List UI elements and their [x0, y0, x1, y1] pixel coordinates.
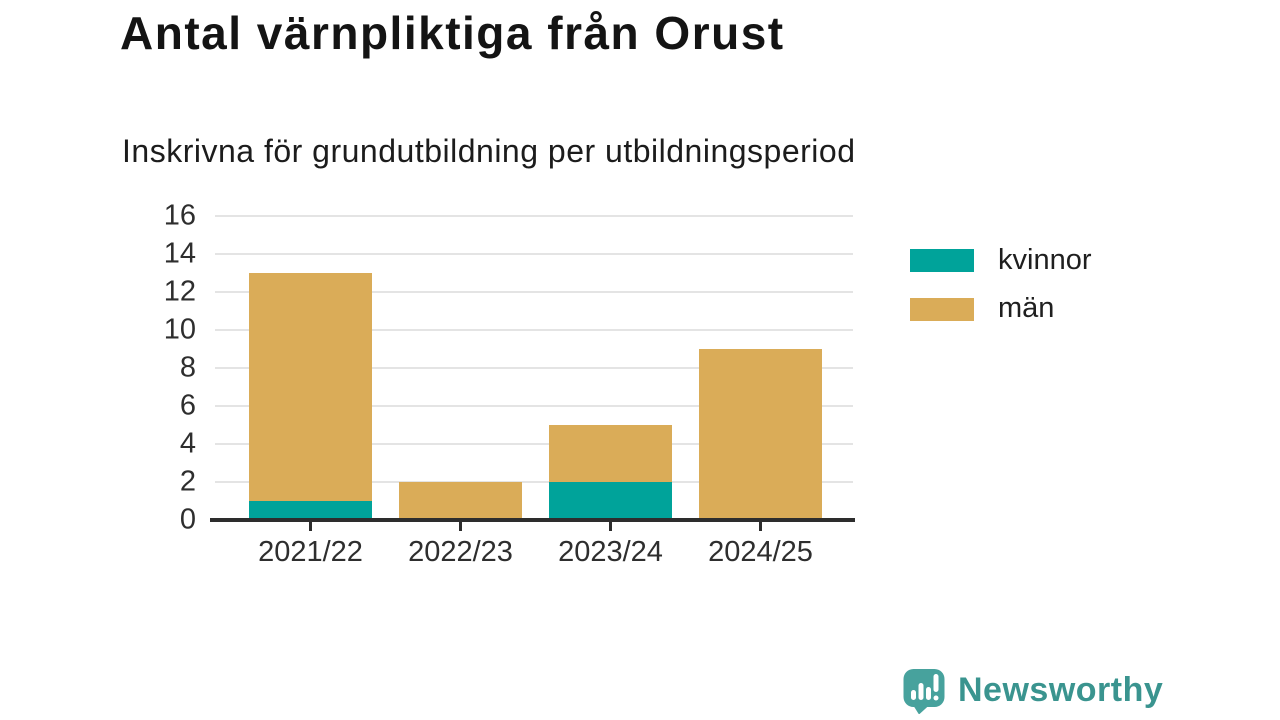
gridline: [215, 405, 853, 407]
bar-segment-män-2023-24: [549, 425, 672, 482]
y-axis-tick-label: 6: [179, 389, 196, 422]
chart-subtitle: Inskrivna för grundutbildning per utbild…: [122, 133, 856, 169]
y-axis-tick-label: 10: [163, 313, 196, 346]
bar-segment-män-2022-23: [399, 482, 522, 520]
gridline: [215, 215, 853, 217]
gridline: [215, 481, 853, 483]
y-axis-tick-label: 4: [179, 427, 196, 460]
legend-item-kvinnor: kvinnor: [910, 244, 1092, 277]
newsworthy-logo-icon: [903, 669, 945, 714]
bar-segment-män-2021-22: [249, 273, 372, 501]
gridline: [215, 253, 853, 255]
x-axis-tick: [309, 522, 312, 531]
x-axis-line: [210, 518, 855, 522]
y-axis-tick-label: 2: [179, 465, 196, 498]
x-axis-tick: [759, 522, 762, 531]
legend-swatch-män: [910, 297, 974, 321]
x-axis-label: 2022/23: [408, 536, 513, 568]
y-axis-tick-label: 12: [163, 275, 196, 308]
legend-swatch-kvinnor: [910, 249, 974, 273]
legend-label: kvinnor: [998, 244, 1092, 276]
x-axis-tick: [459, 522, 462, 531]
x-axis-tick: [609, 522, 612, 531]
y-axis-tick-label: 16: [163, 199, 196, 232]
brand-name: Newsworthy: [958, 671, 1164, 709]
legend-item-män: män: [910, 292, 1092, 325]
gridline: [215, 443, 853, 445]
bar-segment-män-2024-25: [699, 349, 822, 520]
brand-footer: Newsworthy: [900, 666, 1163, 714]
x-axis-label: 2023/24: [558, 536, 663, 568]
y-axis-tick-label: 0: [179, 503, 196, 536]
y-axis-tick-label: 8: [179, 351, 196, 384]
legend-label: män: [998, 292, 1055, 325]
legend: kvinnor män: [910, 244, 1092, 341]
x-axis-label: 2021/22: [258, 536, 363, 568]
gridline: [215, 367, 853, 369]
gridline: [215, 291, 853, 293]
bar-segment-kvinnor-2023-24: [549, 482, 672, 520]
bar-segment-kvinnor-2021-22: [249, 501, 372, 520]
x-axis-label: 2024/25: [708, 536, 813, 568]
gridline: [215, 329, 853, 331]
y-axis-tick-label: 14: [163, 237, 196, 270]
chart-title: Antal värnpliktiga från Orust: [120, 7, 785, 59]
